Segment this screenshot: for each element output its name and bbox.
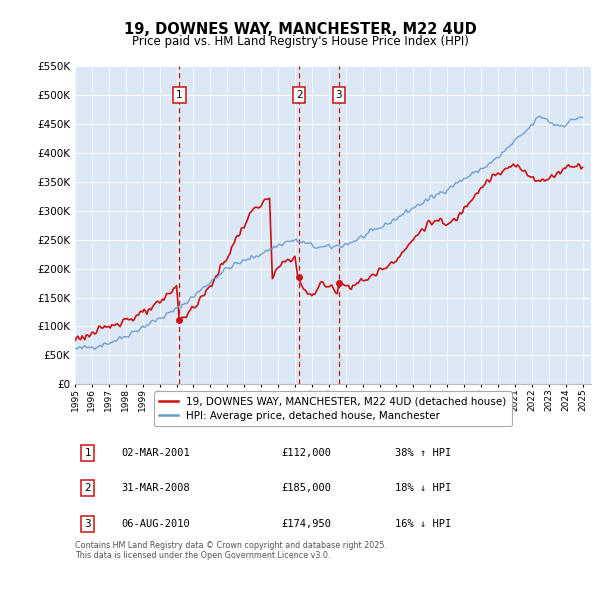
Text: 38% ↑ HPI: 38% ↑ HPI bbox=[395, 448, 451, 458]
Text: 19, DOWNES WAY, MANCHESTER, M22 4UD: 19, DOWNES WAY, MANCHESTER, M22 4UD bbox=[124, 22, 476, 37]
Text: 18% ↓ HPI: 18% ↓ HPI bbox=[395, 483, 451, 493]
Text: £174,950: £174,950 bbox=[281, 519, 331, 529]
Text: 2: 2 bbox=[296, 90, 302, 100]
Text: 06-AUG-2010: 06-AUG-2010 bbox=[121, 519, 190, 529]
Text: Price paid vs. HM Land Registry's House Price Index (HPI): Price paid vs. HM Land Registry's House … bbox=[131, 35, 469, 48]
Text: 3: 3 bbox=[85, 519, 91, 529]
Text: 3: 3 bbox=[335, 90, 342, 100]
Legend: 19, DOWNES WAY, MANCHESTER, M22 4UD (detached house), HPI: Average price, detach: 19, DOWNES WAY, MANCHESTER, M22 4UD (det… bbox=[154, 392, 512, 426]
Text: £112,000: £112,000 bbox=[281, 448, 331, 458]
Text: 02-MAR-2001: 02-MAR-2001 bbox=[121, 448, 190, 458]
Text: £185,000: £185,000 bbox=[281, 483, 331, 493]
Text: 1: 1 bbox=[85, 448, 91, 458]
Text: 1: 1 bbox=[176, 90, 182, 100]
Text: 16% ↓ HPI: 16% ↓ HPI bbox=[395, 519, 451, 529]
Text: Contains HM Land Registry data © Crown copyright and database right 2025.
This d: Contains HM Land Registry data © Crown c… bbox=[75, 541, 387, 560]
Text: 31-MAR-2008: 31-MAR-2008 bbox=[121, 483, 190, 493]
Text: 2: 2 bbox=[85, 483, 91, 493]
